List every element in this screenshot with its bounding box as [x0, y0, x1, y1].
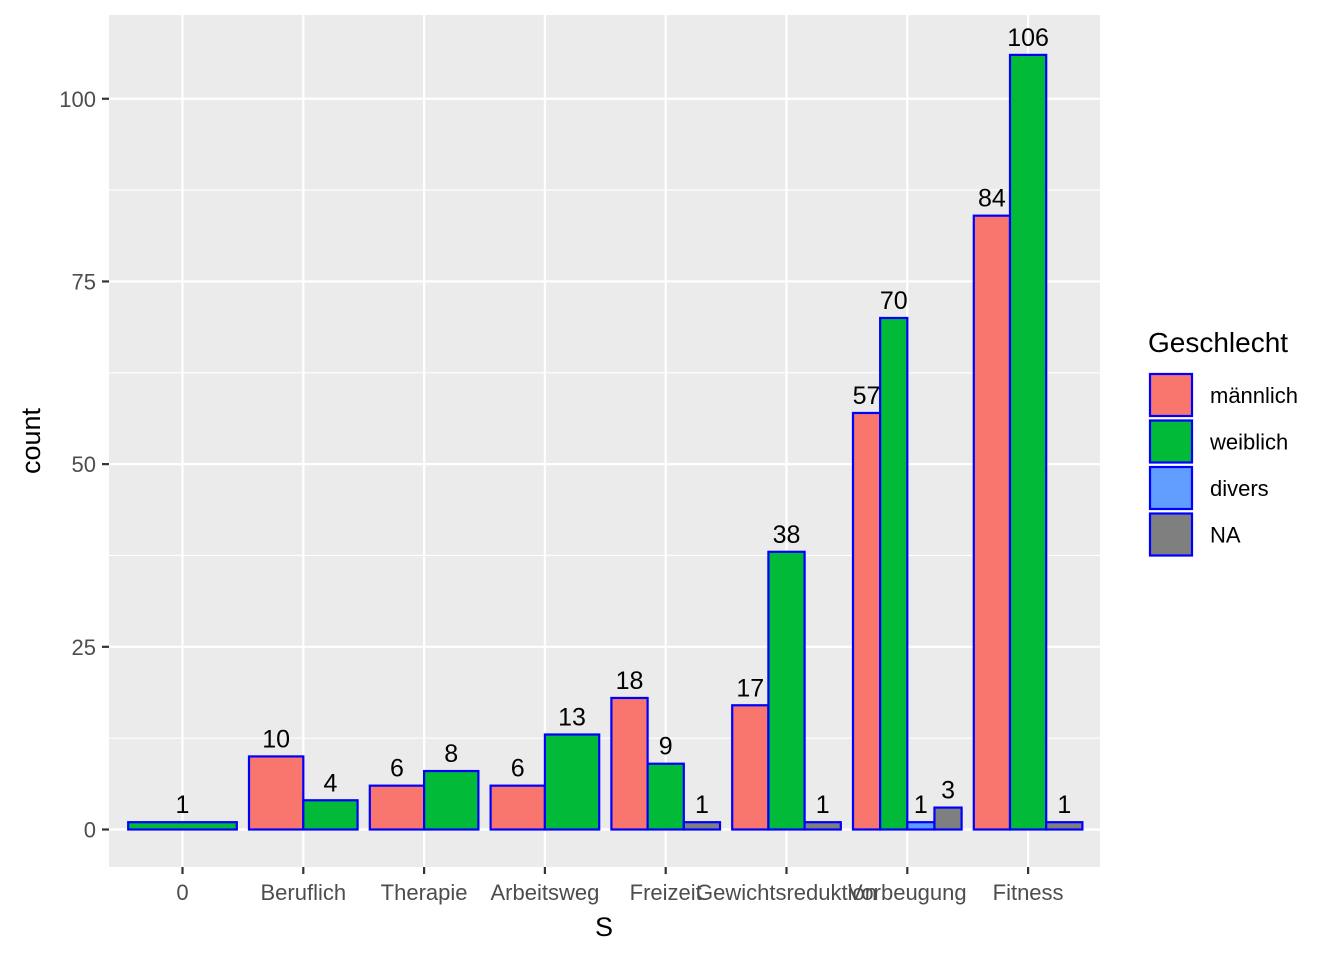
bar-label-freizeit-na: 1 — [695, 791, 709, 819]
legend-label-divers: divers — [1210, 476, 1269, 501]
bar-label-arbeitsweg-weiblich: 13 — [558, 704, 586, 732]
bar-vorbeugung-weiblich — [879, 316, 909, 831]
bar-vorbeugung-divers — [906, 821, 936, 831]
bar-gewichtsreduktion-weiblich — [767, 550, 806, 831]
bar-label-therapie-weiblich: 8 — [444, 740, 458, 768]
bar-label-gewichtsreduktion-m-nnlich: 17 — [736, 674, 764, 702]
bar-label-fitness-m-nnlich: 84 — [978, 185, 1006, 213]
legend: Geschlecht männlich weiblich divers NA — [1148, 327, 1298, 557]
bar-label-arbeitsweg-m-nnlich: 6 — [511, 755, 525, 783]
bar-freizeit-weiblich — [646, 762, 685, 831]
bar-label-freizeit-weiblich: 9 — [659, 733, 673, 761]
bars — [127, 53, 1084, 831]
bar-0-weiblich — [127, 821, 238, 831]
y-tick-label: 25 — [72, 635, 96, 660]
legend-key-weiblich — [1148, 419, 1194, 464]
bar-therapie-m-nnlich — [368, 784, 426, 831]
x-tick-label-0: 0 — [176, 880, 188, 905]
bar-label-0-weiblich: 1 — [176, 791, 190, 819]
x-tick-label-gewichtsreduktion: Gewichtsreduktion — [696, 880, 877, 905]
x-axis: 0 Beruflich Therapie Arbeitsweg FreizeitGewi… — [176, 867, 1064, 905]
legend-key-na — [1148, 512, 1194, 557]
bar-vorbeugung-m-nnlich — [851, 411, 882, 831]
y-tick-label: 75 — [72, 269, 96, 294]
bar-label-therapie-m-nnlich: 6 — [390, 755, 404, 783]
bar-label-vorbeugung-na: 3 — [941, 777, 955, 805]
x-tick-label-beruflich: Beruflich — [261, 880, 347, 905]
bar-label-fitness-weiblich: 106 — [1007, 24, 1049, 52]
bar-label-fitness-na: 1 — [1057, 791, 1071, 819]
x-tick-label-therapie: Therapie — [381, 880, 468, 905]
bar-label-freizeit-m-nnlich: 18 — [616, 667, 644, 695]
bar-gewichtsreduktion-na — [803, 821, 842, 831]
bar-freizeit-m-nnlich — [610, 696, 649, 831]
bar-arbeitsweg-m-nnlich — [489, 784, 547, 831]
legend-title: Geschlecht — [1148, 327, 1288, 358]
bar-beruflich-weiblich — [302, 799, 359, 831]
x-tick-label-arbeitsweg: Arbeitsweg — [490, 880, 599, 905]
bar-label-vorbeugung-m-nnlich: 57 — [853, 382, 881, 410]
y-axis: 0 25 50 75 100 — [59, 87, 109, 843]
y-tick-label: 50 — [72, 452, 96, 477]
legend-label-m-nnlich: männlich — [1210, 383, 1298, 408]
y-tick-label: 0 — [84, 818, 96, 843]
bar-label-gewichtsreduktion-weiblich: 38 — [773, 521, 801, 549]
bar-label-gewichtsreduktion-na: 1 — [816, 791, 830, 819]
bar-freizeit-na — [682, 821, 722, 831]
bar-fitness-weiblich — [1008, 53, 1048, 831]
legend-key-divers — [1148, 465, 1194, 511]
legend-label-weiblich: weiblich — [1209, 430, 1288, 455]
bar-arbeitsweg-weiblich — [543, 733, 601, 831]
x-axis-title: S — [595, 912, 613, 942]
bar-beruflich-m-nnlich — [247, 755, 305, 831]
bar-vorbeugung-na — [933, 806, 963, 831]
y-axis-title: count — [16, 407, 46, 474]
bar-label-beruflich-weiblich: 4 — [323, 769, 337, 797]
x-tick-label-freizeit: Freizeit — [630, 880, 702, 905]
bar-label-vorbeugung-weiblich: 70 — [880, 287, 908, 315]
plot-panel — [109, 15, 1100, 867]
legend-label-na: NA — [1210, 523, 1241, 548]
bar-label-vorbeugung-divers: 1 — [914, 791, 928, 819]
bar-fitness-m-nnlich — [972, 214, 1012, 831]
bar-therapie-weiblich — [423, 769, 480, 831]
bar-label-beruflich-m-nnlich: 10 — [262, 725, 290, 753]
y-tick-label: 100 — [59, 87, 96, 112]
bar-fitness-na — [1045, 821, 1084, 831]
legend-key-m-nnlich — [1148, 372, 1194, 418]
bar-gewichtsreduktion-m-nnlich — [731, 704, 770, 831]
x-tick-label-vorbeugung: Vorbeugung — [848, 880, 967, 905]
x-tick-label-fitness: Fitness — [993, 880, 1064, 905]
